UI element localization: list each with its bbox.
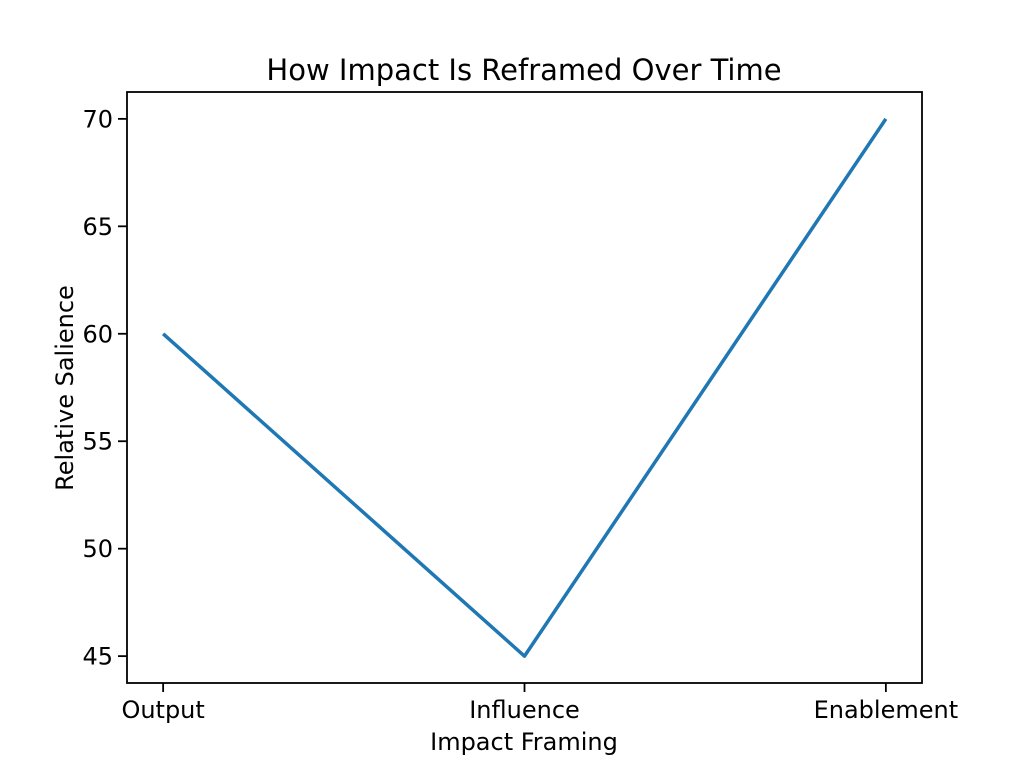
axes-frame bbox=[126, 91, 923, 684]
y-tick-label: 70 bbox=[82, 105, 113, 133]
y-tick-label: 50 bbox=[82, 535, 113, 563]
x-axis-label: Impact Framing bbox=[430, 728, 618, 756]
x-tick-label: Enablement bbox=[814, 696, 959, 724]
y-axis-ticks: 45 50 55 60 65 70 bbox=[82, 105, 127, 671]
x-axis-ticks: Output Influence Enablement bbox=[121, 683, 958, 724]
y-tick-label: 45 bbox=[82, 643, 113, 671]
y-tick-label: 65 bbox=[82, 213, 113, 241]
chart-title: How Impact Is Reframed Over Time bbox=[266, 53, 781, 87]
plot-area bbox=[127, 92, 922, 683]
y-tick-label: 55 bbox=[82, 428, 113, 456]
y-axis-label: Relative Salience bbox=[51, 285, 79, 491]
data-line bbox=[161, 117, 888, 658]
x-tick-label: Influence bbox=[469, 696, 580, 724]
y-tick-label: 60 bbox=[82, 320, 113, 348]
x-tick-label: Output bbox=[121, 696, 204, 724]
